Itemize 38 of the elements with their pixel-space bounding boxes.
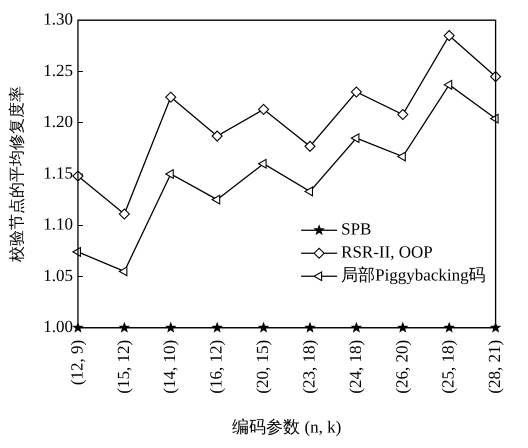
legend-label: 局部Piggybacking码	[341, 266, 486, 285]
x-tick-label: (20, 15)	[253, 340, 272, 394]
x-tick-label: (12, 9)	[67, 340, 86, 386]
point	[397, 152, 406, 162]
point	[304, 140, 316, 152]
point	[350, 133, 360, 143]
point	[165, 169, 174, 179]
x-tick-label: (16, 12)	[206, 340, 226, 394]
point	[397, 108, 408, 120]
x-tick-label: (14, 10)	[160, 340, 180, 394]
point	[212, 194, 220, 204]
x-tick-label: (28, 21)	[485, 340, 504, 394]
x-tick-label: (24, 18)	[346, 340, 365, 394]
x-axis-title: 编码参数 (n, k)	[232, 417, 342, 436]
x-tick-label: (23, 18)	[299, 340, 318, 394]
point	[444, 30, 455, 42]
point	[258, 104, 270, 115]
y-tick-label: 1.25	[43, 60, 73, 80]
y-tick-label: 1.30	[43, 10, 73, 29]
x-tick-label: (26, 20)	[392, 340, 412, 394]
point	[165, 92, 176, 103]
y-tick-label: 1.15	[43, 163, 73, 182]
point	[304, 186, 314, 196]
y-tick-label: 1.00	[43, 317, 73, 336]
y-axis-title: 校验节点的平均修复度率	[8, 86, 26, 263]
point	[258, 158, 267, 169]
point	[118, 208, 130, 220]
point	[350, 86, 362, 98]
y-tick-label: 1.05	[43, 266, 73, 285]
point	[444, 80, 452, 90]
y-tick-label: 1.10	[43, 214, 73, 234]
legend-label: SPB	[341, 220, 372, 239]
point	[118, 266, 128, 276]
x-tick-label: (15, 12)	[114, 340, 133, 394]
point	[212, 130, 223, 142]
y-tick-label: 1.20	[43, 112, 73, 132]
x-tick-label: (25, 18)	[438, 340, 458, 394]
legend-label: RSR-II, OOP	[341, 242, 433, 262]
